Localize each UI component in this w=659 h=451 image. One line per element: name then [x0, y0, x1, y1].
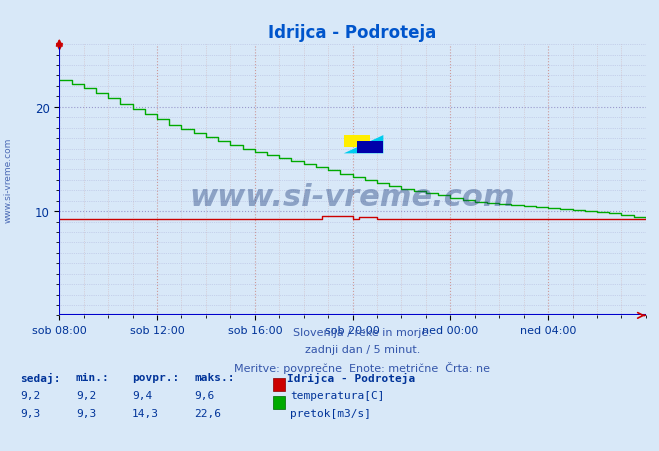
- Text: povpr.:: povpr.:: [132, 372, 179, 382]
- Text: 9,2: 9,2: [76, 390, 96, 400]
- Text: www.si-vreme.com: www.si-vreme.com: [3, 138, 13, 223]
- Text: Meritve: povprečne  Enote: metrične  Črta: ne: Meritve: povprečne Enote: metrične Črta:…: [235, 361, 490, 373]
- Text: 22,6: 22,6: [194, 408, 221, 418]
- Text: maks.:: maks.:: [194, 372, 235, 382]
- Text: 9,3: 9,3: [76, 408, 96, 418]
- Text: temperatura[C]: temperatura[C]: [290, 390, 384, 400]
- Text: 9,6: 9,6: [194, 390, 215, 400]
- Text: sedaj:: sedaj:: [20, 372, 60, 383]
- Title: Idrijca - Podroteja: Idrijca - Podroteja: [268, 24, 437, 42]
- Text: min.:: min.:: [76, 372, 109, 382]
- Text: www.si-vreme.com: www.si-vreme.com: [190, 182, 515, 211]
- Text: Idrijca - Podroteja: Idrijca - Podroteja: [287, 372, 415, 383]
- Text: 14,3: 14,3: [132, 408, 159, 418]
- Text: 9,2: 9,2: [20, 390, 40, 400]
- Text: 9,3: 9,3: [20, 408, 40, 418]
- Text: pretok[m3/s]: pretok[m3/s]: [290, 408, 371, 418]
- Text: Slovenija / reke in morje.: Slovenija / reke in morje.: [293, 327, 432, 337]
- Text: 9,4: 9,4: [132, 390, 152, 400]
- Polygon shape: [344, 136, 384, 154]
- Text: zadnji dan / 5 minut.: zadnji dan / 5 minut.: [304, 344, 420, 354]
